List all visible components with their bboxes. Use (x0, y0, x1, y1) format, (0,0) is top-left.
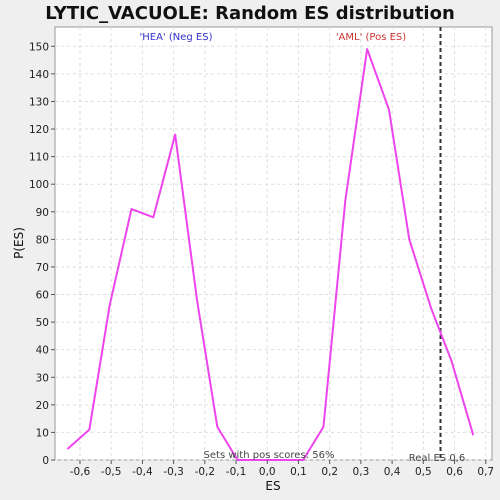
x-tick-label: 0,1 (290, 466, 307, 478)
x-axis-label: ES (265, 479, 280, 493)
x-tick-label: 0,5 (415, 466, 432, 478)
x-tick-label: -0,4 (132, 466, 153, 478)
x-tick-label: 0,2 (321, 466, 338, 478)
y-tick-label: 90 (36, 207, 49, 219)
series-layer (66, 48, 475, 461)
x-tick-label: -0,1 (226, 466, 247, 478)
y-tick-label: 140 (29, 69, 49, 81)
x-tick-label: 0,0 (259, 466, 276, 478)
es-distribution-line (66, 48, 475, 461)
x-tick-label: -0,3 (163, 466, 184, 478)
y-tick-label: 30 (36, 372, 49, 384)
y-tick-label: 130 (29, 96, 49, 108)
y-tick-label: 0 (42, 455, 49, 467)
x-tick-label: -0,6 (70, 466, 91, 478)
axes-layer: -0,6 -0,5 -0,4 -0,3 -0,2 -0,1 0,0 0,1 0,2 0,3 0,4 0… (29, 41, 494, 478)
y-tick-label: 100 (29, 179, 49, 191)
chart-title: LYTIC_VACUOLE: Random ES distribution (45, 3, 455, 24)
plot-area (54, 26, 493, 461)
x-tick-label: -0,5 (101, 466, 122, 478)
grid (55, 27, 492, 461)
x-tick-label: 0,3 (353, 466, 370, 478)
x-tick-label: 0,6 (446, 466, 463, 478)
y-tick-label: 150 (29, 41, 49, 53)
pos-scores-label: Sets with pos scores: 56% (204, 450, 335, 461)
y-tick-label: 40 (36, 345, 49, 357)
y-tick-label: 10 (36, 427, 49, 439)
y-tick-label: 50 (36, 317, 49, 329)
neg-es-label: 'HEA' (Neg ES) (140, 32, 213, 43)
y-tick-label: 20 (36, 400, 49, 412)
y-tick-label: 60 (36, 290, 49, 302)
x-tick-label: 0,7 (477, 466, 494, 478)
y-tick-label: 80 (36, 234, 49, 246)
y-axis-label: P(ES) (12, 227, 26, 259)
y-tick-label: 110 (29, 152, 49, 164)
pos-es-label: 'AML' (Pos ES) (336, 32, 406, 43)
y-tick-label: 120 (29, 124, 49, 136)
x-tick-label: -0,2 (195, 466, 216, 478)
x-tick-label: 0,4 (384, 466, 401, 478)
real-es-label: Real ES 0,6 (409, 453, 465, 464)
y-tick-label: 70 (36, 262, 49, 274)
